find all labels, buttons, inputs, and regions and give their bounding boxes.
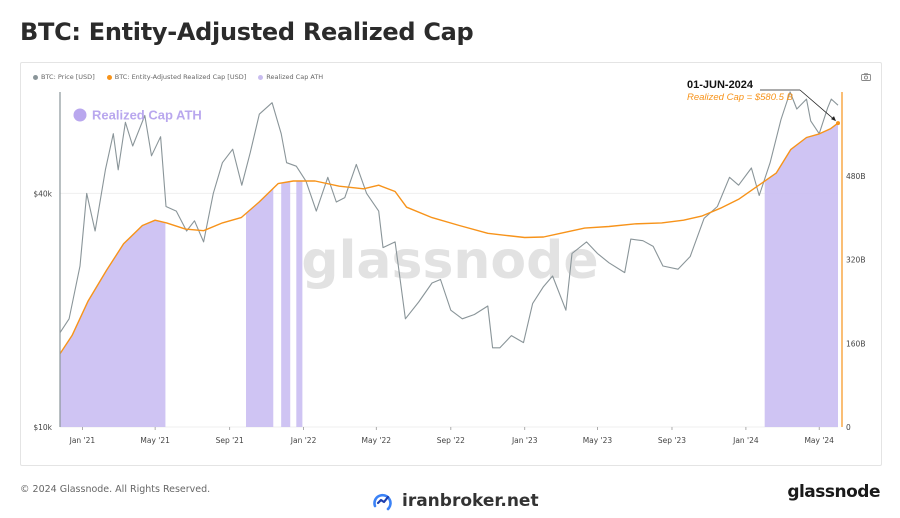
legend-dot-ath: [258, 74, 264, 80]
legend-label-realized-cap: BTC: Entity-Adjusted Realized Cap [USD]: [114, 73, 247, 81]
x-tick-label-0: Jan '21: [69, 436, 96, 445]
right-tick-label-1: 320B: [846, 256, 865, 265]
annotation-date: 01-JUN-2024: [687, 79, 754, 91]
annotation-leader-diagonal: [799, 89, 836, 121]
ath-band-0: [60, 220, 166, 427]
x-tick-label-6: Jan '23: [511, 436, 538, 445]
series-line-price: [59, 91, 839, 349]
legend-dot-realized-cap: [106, 74, 112, 80]
x-tick-label-10: May '24: [804, 436, 834, 445]
page-title: BTC: Entity-Adjusted Realized Cap: [20, 18, 474, 46]
watermark-text: glassnode: [301, 231, 598, 291]
ath-band-2: [281, 181, 291, 427]
camera-icon[interactable]: [861, 73, 871, 81]
x-tick-label-8: Sep '23: [658, 436, 686, 445]
annotation-point: [836, 121, 840, 126]
ath-badge-dot: [73, 108, 87, 122]
glassnode-logo: glassnode: [787, 482, 880, 502]
legend-item-price[interactable]: BTC: Price [USD]: [33, 73, 95, 81]
x-tick-label-1: May '21: [140, 436, 170, 445]
left-tick-label-0: $40k: [33, 189, 52, 198]
legend-item-realized-cap[interactable]: BTC: Entity-Adjusted Realized Cap [USD]: [106, 73, 247, 81]
annotation-arrowhead: [831, 116, 836, 122]
iranbroker-text: iranbroker.net: [402, 491, 539, 511]
legend-label-price: BTC: Price [USD]: [41, 73, 95, 81]
chart-legend: BTC: Price [USD] BTC: Entity-Adjusted Re…: [33, 73, 323, 81]
ath-band-4: [764, 123, 838, 427]
annotation-value: Realized Cap = $580.5 B: [687, 92, 794, 103]
x-tick-label-3: Jan '22: [290, 436, 317, 445]
x-tick-label-7: May '23: [583, 436, 613, 445]
series-line-realized-cap: [59, 122, 839, 355]
left-tick-label-1: $10k: [33, 423, 52, 432]
ath-badge-label: Realized Cap ATH: [92, 108, 202, 123]
legend-item-ath[interactable]: Realized Cap ATH: [258, 73, 323, 81]
legend-label-ath: Realized Cap ATH: [266, 73, 324, 81]
right-tick-label-2: 160B: [846, 339, 865, 348]
x-tick-label-2: Sep '21: [216, 436, 244, 445]
x-tick-label-5: Sep '22: [437, 436, 465, 445]
ath-band-1: [246, 188, 274, 427]
legend-dot-price: [33, 74, 38, 80]
right-tick-label-0: 480B: [846, 172, 865, 181]
x-tick-label-9: Jan '24: [732, 436, 759, 445]
ath-band-3: [296, 181, 303, 427]
iranbroker-brand: iranbroker.net: [372, 490, 539, 512]
iranbroker-logo-icon: [373, 493, 392, 511]
right-tick-label-3: 0: [846, 423, 851, 432]
copyright-text: © 2024 Glassnode. All Rights Reserved.: [20, 484, 211, 495]
x-tick-label-4: May '22: [362, 436, 392, 445]
